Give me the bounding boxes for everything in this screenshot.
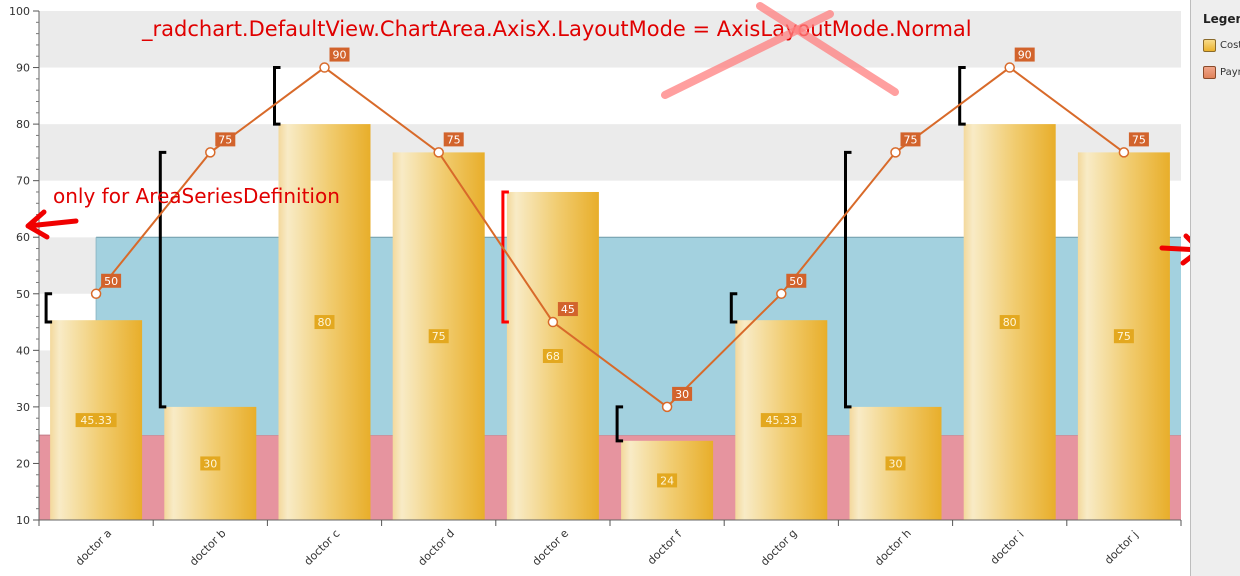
grid-stripe [39, 67, 1181, 125]
error-bar [958, 66, 966, 126]
line-data-label-bg [443, 132, 464, 147]
grid-stripe [39, 11, 1181, 68]
x-tick-label: doctor h [872, 527, 914, 569]
line-data-label: 90 [333, 49, 347, 62]
y-tick-label: 80 [16, 118, 30, 131]
legend-item-cost: Cost [1203, 39, 1240, 52]
line-data-label-bg [1128, 132, 1149, 147]
error-bar [615, 405, 624, 443]
line-data-label: 75 [218, 133, 232, 146]
bar-data-label: 45.33 [80, 414, 112, 427]
x-tick-label: doctor b [187, 527, 229, 569]
line-point [890, 147, 901, 158]
y-tick-label: 20 [16, 457, 30, 470]
line-data-label-bg [557, 302, 578, 317]
bar-data-label: 30 [203, 457, 217, 470]
legend-title: Legend [1203, 12, 1240, 26]
error-bar [273, 66, 281, 126]
line-data-label: 90 [1018, 49, 1032, 62]
bar-data-label: 45.33 [766, 414, 798, 427]
line-point [776, 288, 787, 300]
line-point [1004, 62, 1015, 73]
bar-data-label-bg [657, 473, 678, 488]
legend-item-payment: Payment [1203, 66, 1240, 79]
bar-data-label-bg [75, 413, 117, 428]
bar-data-label-bg [885, 456, 906, 471]
annotations: _radchart.DefaultView.ChartArea.AxisX.La… [25, 2, 1203, 266]
strike-cross [756, 2, 899, 96]
line-data-label-bg [1014, 47, 1035, 62]
line-point [661, 401, 673, 413]
error-bar [729, 292, 738, 324]
line-path [95, 66, 1125, 409]
error-bar [44, 292, 53, 324]
line-point [433, 147, 444, 158]
bar-data-label: 80 [1003, 316, 1017, 329]
legend-swatch-payment [1203, 66, 1216, 79]
bar-data-label-bg [999, 315, 1020, 330]
line-point [1118, 147, 1130, 158]
bar-data-label-bg [1113, 329, 1134, 344]
x-tick-label: doctor i [988, 528, 1027, 567]
bar-data-label: 80 [318, 316, 332, 329]
line-point [319, 62, 330, 73]
line-data-label: 30 [675, 388, 689, 401]
error-bar [158, 150, 167, 409]
line-data-label: 50 [789, 275, 803, 288]
line-point [547, 316, 559, 328]
error-bar [844, 150, 852, 409]
line-data-label-bg [329, 47, 350, 62]
line-point [205, 147, 216, 158]
annotation-area-series: only for AreaSeriesDefinition [53, 184, 340, 208]
line-data-label-bg [672, 386, 693, 401]
line-data-label: 45 [561, 303, 575, 316]
line-data-label: 50 [104, 275, 118, 288]
y-tick-label: 30 [16, 401, 30, 414]
y-tick-label: 100 [9, 5, 30, 18]
x-tick-label: doctor d [415, 527, 457, 569]
line-data-label: 75 [904, 133, 918, 146]
legend-panel: Legend Cost Payment [1190, 0, 1240, 576]
bar-data-label: 68 [546, 350, 560, 363]
x-tick-label: doctor g [758, 527, 800, 569]
x-tick-label: doctor j [1102, 528, 1141, 567]
bar-data-label: 75 [1117, 330, 1131, 343]
bar-data-label-bg [428, 329, 449, 344]
line-data-label: 75 [447, 133, 461, 146]
bar-data-label-bg [542, 348, 563, 363]
bar-data-label: 30 [889, 457, 903, 470]
x-tick-label: doctor c [302, 527, 343, 568]
bar-data-label-bg [314, 315, 335, 330]
arrow-left [25, 209, 79, 240]
y-tick-label: 10 [16, 514, 30, 527]
y-tick-label: 60 [16, 231, 30, 244]
x-tick-label: doctor f [645, 527, 685, 567]
data-labels: 45.33 30 80 75 68 24 45.33 30 80 75 50 75 90 75 45 30 50… [75, 47, 1149, 488]
y-tick-label: 70 [16, 175, 30, 188]
x-tick-label: doctor e [530, 527, 572, 569]
bar-data-label-bg [760, 413, 802, 428]
legend-label-cost: Cost [1220, 40, 1240, 51]
line-data-label-bg [215, 132, 236, 147]
bar-data-label-bg [200, 456, 221, 471]
error-bar [501, 190, 509, 324]
line-data-label-bg [101, 273, 122, 288]
annotation-layout-mode: _radchart.DefaultView.ChartArea.AxisX.La… [141, 17, 972, 42]
legend-label-payment: Payment [1220, 67, 1240, 78]
bar-data-label: 24 [660, 474, 674, 487]
line-data-label-bg [786, 273, 807, 288]
x-tick-label: doctor a [73, 527, 114, 568]
legend-swatch-cost [1203, 39, 1216, 52]
line-point [90, 288, 102, 300]
error-bars [44, 66, 966, 443]
line-data-label-bg [900, 132, 921, 147]
strike-cross [661, 10, 834, 99]
line-series [90, 62, 1130, 413]
bar-data-label: 75 [432, 330, 446, 343]
y-tick-label: 50 [16, 288, 30, 301]
y-tick-label: 40 [16, 344, 30, 357]
y-tick-label: 90 [16, 62, 30, 75]
line-data-label: 75 [1132, 133, 1146, 146]
